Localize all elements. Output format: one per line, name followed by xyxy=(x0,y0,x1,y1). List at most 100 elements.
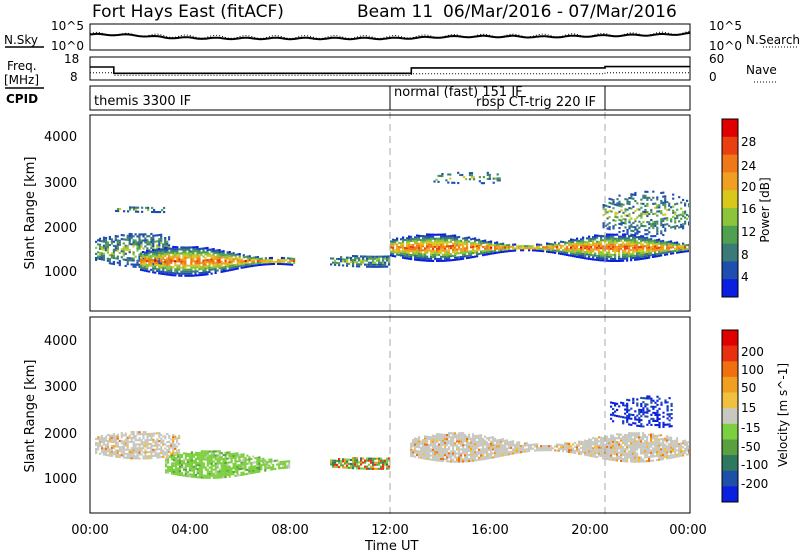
range-cell xyxy=(410,250,412,252)
range-cell xyxy=(107,454,109,456)
range-cell xyxy=(164,435,166,437)
range-cell xyxy=(424,260,426,262)
range-cell xyxy=(636,225,638,227)
range-cell xyxy=(150,435,152,437)
range-cell xyxy=(117,444,119,446)
range-cell xyxy=(656,243,658,245)
range-cell xyxy=(158,262,160,264)
range-cell xyxy=(652,447,654,449)
range-cell xyxy=(630,457,632,459)
range-cell xyxy=(438,240,440,242)
range-cell xyxy=(648,197,650,199)
range-cell xyxy=(234,461,236,463)
range-cell xyxy=(248,472,250,474)
range-cell xyxy=(454,432,456,434)
range-cell xyxy=(662,242,664,244)
range-cell xyxy=(646,237,648,239)
range-cell xyxy=(170,262,172,264)
range-cell xyxy=(530,448,532,450)
range-cell xyxy=(382,266,384,268)
range-cell xyxy=(109,453,111,455)
range-cell xyxy=(452,446,454,448)
range-cell xyxy=(219,255,221,257)
range-cell xyxy=(402,247,404,249)
range-cell xyxy=(626,253,628,255)
range-cell xyxy=(346,257,348,259)
range-cell xyxy=(518,445,520,447)
range-cell xyxy=(606,446,608,448)
range-cell xyxy=(165,471,167,473)
range-cell xyxy=(499,179,501,181)
range-cell xyxy=(148,439,150,441)
range-cell xyxy=(434,252,436,254)
range-cell xyxy=(217,262,219,264)
range-cell xyxy=(592,441,594,443)
range-cell xyxy=(588,440,590,442)
range-cell xyxy=(150,245,152,247)
range-cell xyxy=(638,436,640,438)
range-cell xyxy=(610,438,612,440)
range-cell xyxy=(168,238,170,240)
range-cell xyxy=(644,245,646,247)
range-cell xyxy=(628,197,630,199)
range-cell xyxy=(500,445,502,447)
range-cell xyxy=(217,456,219,458)
range-cell xyxy=(660,448,662,450)
range-cell xyxy=(424,435,426,437)
colorbar-swatch xyxy=(722,190,738,208)
range-cell xyxy=(456,438,458,440)
range-cell xyxy=(196,262,198,264)
range-cell xyxy=(169,468,171,470)
range-cell xyxy=(522,247,524,249)
range-cell xyxy=(676,209,678,211)
range-cell xyxy=(632,237,634,239)
range-cell xyxy=(622,234,624,236)
range-cell xyxy=(432,457,434,459)
range-cell xyxy=(127,249,129,251)
range-cell xyxy=(366,458,368,460)
range-cell xyxy=(269,257,271,259)
range-cell xyxy=(460,250,462,252)
range-cell xyxy=(446,256,448,258)
range-cell xyxy=(236,466,238,468)
range-cell xyxy=(620,446,622,448)
range-cell xyxy=(131,206,133,208)
range-cell xyxy=(554,445,556,447)
range-cell xyxy=(133,441,135,443)
range-cell xyxy=(644,197,646,199)
range-cell xyxy=(164,255,166,257)
range-cell xyxy=(450,452,452,454)
range-cell xyxy=(552,245,554,247)
range-cell xyxy=(186,249,188,251)
range-cell xyxy=(660,242,662,244)
range-cell xyxy=(438,246,440,248)
range-cell xyxy=(658,253,660,255)
range-cell xyxy=(686,214,688,216)
range-cell xyxy=(472,460,474,462)
range-cell xyxy=(186,273,188,275)
range-cell xyxy=(584,446,586,448)
range-cell xyxy=(570,451,572,453)
range-cell xyxy=(496,242,498,244)
range-cell xyxy=(618,442,620,444)
range-cell xyxy=(137,207,139,209)
range-cell xyxy=(560,448,562,450)
range-cell xyxy=(484,458,486,460)
range-cell xyxy=(474,437,476,439)
range-cell xyxy=(634,457,636,459)
range-cell xyxy=(242,463,244,465)
range-cell xyxy=(254,457,256,459)
range-cell xyxy=(374,468,376,470)
range-cell xyxy=(189,473,191,475)
range-cell xyxy=(416,444,418,446)
range-cell xyxy=(168,447,170,449)
range-cell xyxy=(634,459,636,461)
range-cell xyxy=(542,248,544,250)
range-cell xyxy=(348,459,350,461)
range-cell xyxy=(612,219,614,221)
range-cell xyxy=(111,240,113,242)
range-cell xyxy=(600,247,602,249)
range-cell xyxy=(344,461,346,463)
range-cell xyxy=(530,444,532,446)
range-cell xyxy=(168,451,170,453)
